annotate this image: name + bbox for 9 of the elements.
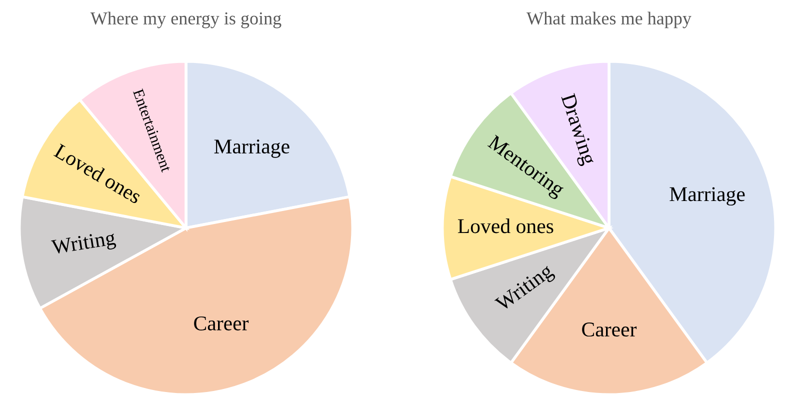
slice-label: Career [582,322,637,337]
chart-title: Where my energy is going [90,12,282,28]
slice-label: Marriage [214,140,290,158]
slice-label: Career [194,316,249,330]
slice-label: Drawing [557,92,597,167]
slice-label: Marriage [670,187,745,206]
slice-label: Loved ones [458,218,554,234]
chart-title: What makes me happy [526,12,692,28]
slice-label: Writing [50,230,117,258]
